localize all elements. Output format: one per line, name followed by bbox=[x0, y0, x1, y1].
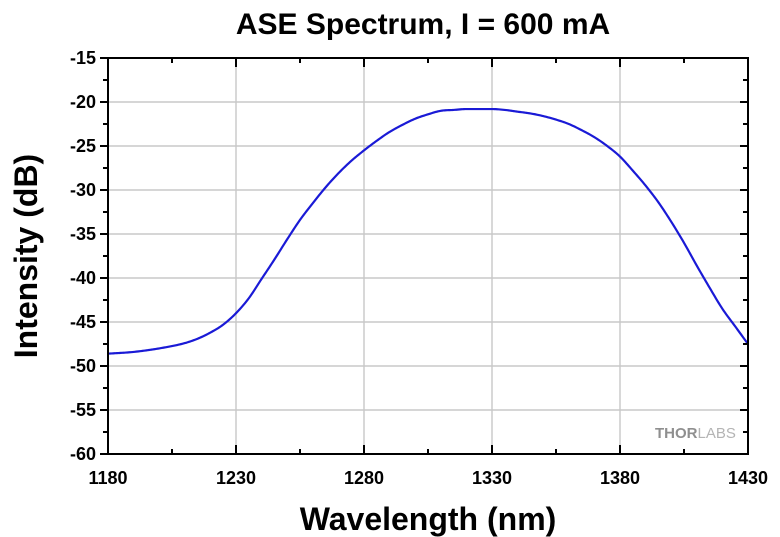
ase-spectrum-line bbox=[107, 107, 749, 355]
x-tick-label: 1380 bbox=[600, 468, 640, 488]
x-tick-label: 1230 bbox=[216, 468, 256, 488]
svg-text:THORLABS: THORLABS bbox=[655, 425, 736, 442]
y-tick-label: -55 bbox=[70, 400, 96, 420]
plot-frame bbox=[107, 57, 749, 455]
y-tick-label: -60 bbox=[70, 444, 96, 464]
x-tick-label: 1430 bbox=[728, 468, 768, 488]
thorlabs-watermark: THORLABS bbox=[655, 425, 736, 442]
y-axis-label: Intensity (dB) bbox=[8, 154, 44, 358]
series-layer bbox=[107, 107, 749, 355]
axis-ticks bbox=[100, 57, 749, 455]
x-tick-label: 1180 bbox=[88, 468, 127, 488]
watermark-part2: LABS bbox=[698, 425, 736, 442]
y-tick-labels: -15 -20 -25 -30 -35 -40 -45 -50 -55 -60 bbox=[70, 48, 96, 464]
y-tick-label: -35 bbox=[70, 224, 96, 244]
chart-title: ASE Spectrum, I = 600 mA bbox=[236, 8, 610, 41]
gridlines bbox=[108, 58, 748, 454]
y-tick-label: -25 bbox=[70, 136, 96, 156]
y-tick-label: -20 bbox=[70, 92, 96, 112]
x-tick-labels: 1180 1230 1280 1330 1380 1430 bbox=[88, 468, 768, 488]
y-tick-label: -15 bbox=[70, 48, 96, 68]
x-axis-label: Wavelength (nm) bbox=[300, 501, 557, 537]
x-tick-label: 1280 bbox=[344, 468, 384, 488]
y-tick-label: -45 bbox=[70, 312, 96, 332]
x-tick-label: 1330 bbox=[472, 468, 512, 488]
y-tick-label: -50 bbox=[70, 356, 96, 376]
watermark-part1: THOR bbox=[655, 425, 698, 442]
y-tick-label: -30 bbox=[70, 180, 96, 200]
plot-area: THORLABS bbox=[100, 57, 749, 455]
y-tick-label: -40 bbox=[70, 268, 96, 288]
